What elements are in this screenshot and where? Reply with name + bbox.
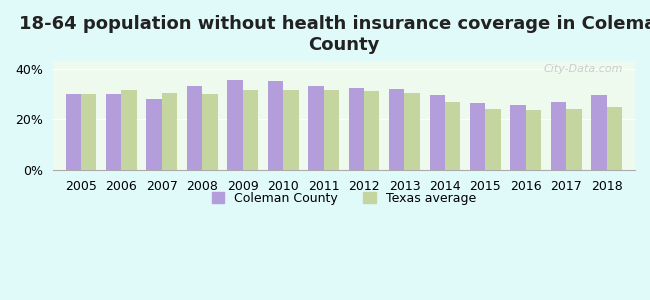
Bar — [551, 102, 566, 170]
Bar — [364, 92, 380, 170]
Bar — [470, 103, 486, 170]
Bar — [242, 90, 258, 170]
Bar — [324, 90, 339, 170]
Bar — [430, 95, 445, 170]
Bar — [227, 80, 242, 170]
Bar — [268, 81, 283, 170]
Bar — [122, 90, 136, 170]
Bar — [389, 89, 404, 170]
Bar — [106, 94, 122, 170]
Text: City-Data.com: City-Data.com — [544, 64, 623, 74]
Bar — [348, 88, 364, 170]
Bar — [162, 93, 177, 170]
Bar — [445, 102, 460, 170]
Bar — [187, 86, 202, 170]
Bar — [404, 93, 420, 170]
Bar — [81, 94, 96, 170]
Bar — [146, 99, 162, 170]
Bar — [486, 109, 500, 170]
Legend: Coleman County, Texas average: Coleman County, Texas average — [207, 187, 481, 210]
Bar — [510, 105, 526, 170]
Bar — [592, 95, 606, 170]
Bar — [66, 94, 81, 170]
Bar — [202, 94, 218, 170]
Bar — [526, 110, 541, 170]
Bar — [283, 90, 298, 170]
Bar — [566, 109, 582, 170]
Bar — [606, 107, 622, 170]
Title: 18-64 population without health insurance coverage in Coleman
County: 18-64 population without health insuranc… — [19, 15, 650, 54]
Bar — [308, 86, 324, 170]
